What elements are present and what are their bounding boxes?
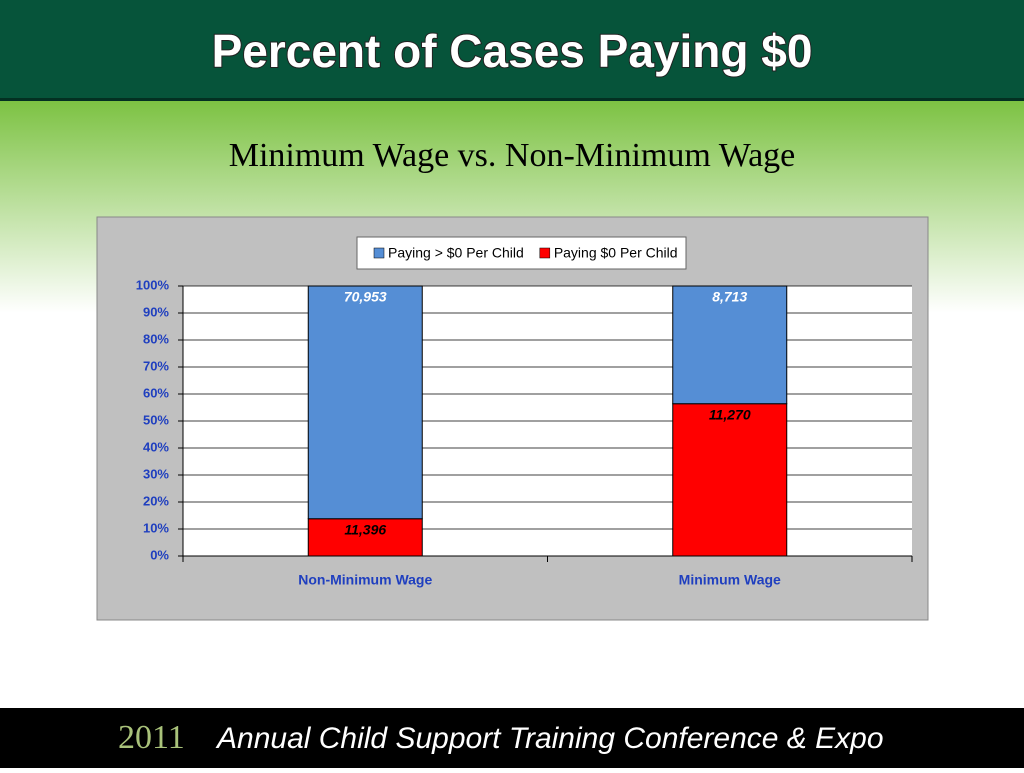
y-tick-label: 50% — [143, 412, 169, 427]
bar-segment — [672, 403, 788, 557]
header-rule — [0, 98, 1024, 101]
y-tick-label: 70% — [143, 358, 169, 373]
data-label: 8,713 — [712, 289, 747, 305]
y-tick-label: 10% — [143, 520, 169, 535]
y-tick-label: 30% — [143, 466, 169, 481]
x-tick-label: Non-Minimum Wage — [298, 572, 432, 588]
footer-text: Annual Child Support Training Conference… — [215, 722, 884, 755]
y-tick-label: 60% — [143, 385, 169, 400]
legend-swatch — [539, 247, 551, 259]
legend-swatch — [373, 247, 385, 259]
legend-label: Paying > $0 Per Child — [388, 245, 524, 261]
y-tick-label: 80% — [143, 331, 169, 346]
y-tick-label: 100% — [136, 277, 170, 292]
bar-segment — [672, 285, 788, 405]
y-tick-label: 90% — [143, 304, 169, 319]
bar-segment — [307, 518, 423, 557]
data-label: 70,953 — [344, 289, 387, 305]
y-tick-label: 20% — [143, 493, 169, 508]
y-tick-label: 40% — [143, 439, 169, 454]
footer-year: 2011 — [118, 719, 185, 756]
header-band — [0, 0, 1024, 100]
legend-box — [356, 236, 687, 270]
legend-label: Paying $0 Per Child — [554, 245, 678, 261]
data-label: 11,396 — [344, 521, 386, 537]
bar-segment — [307, 285, 423, 520]
x-tick-label: Minimum Wage — [679, 572, 781, 588]
data-label: 11,270 — [709, 406, 751, 422]
slide-title: Percent of Cases Paying $0 — [212, 25, 813, 77]
chart: 0% 10% 20% 30% 40% 50% 60% 70% 80% 90% 100% Non-Min… — [136, 236, 913, 588]
y-tick-label: 0% — [150, 547, 169, 562]
subtitle: Minimum Wage vs. Non-Minimum Wage — [229, 137, 796, 174]
footer-band — [0, 708, 1024, 768]
